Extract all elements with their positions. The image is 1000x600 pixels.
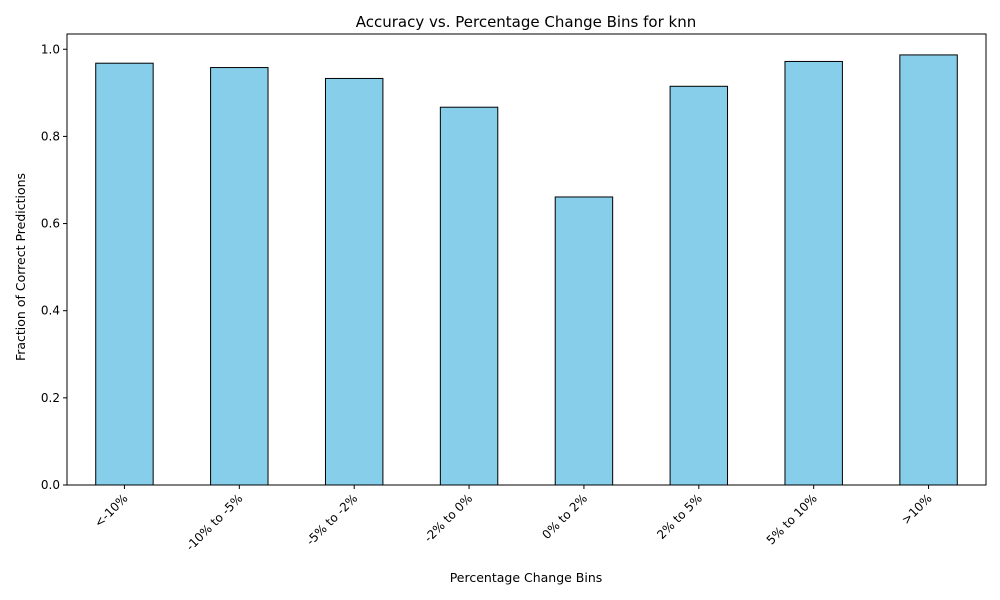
bar-7	[899, 54, 958, 486]
x-tick-label: <-10%	[92, 491, 131, 530]
y-axis: 0.0 0.2 0.4 0.6 0.8 1.0	[41, 42, 67, 492]
bar-0	[95, 62, 154, 486]
bar-6	[784, 60, 843, 486]
y-tick-label: 0.8	[41, 129, 60, 143]
y-tick-label: 0.0	[41, 478, 60, 492]
x-tick-label: 0% to 2%	[539, 491, 590, 542]
x-tick-label: -10% to -5%	[183, 491, 245, 553]
x-tick-label: -5% to -2%	[303, 491, 360, 548]
plot-frame	[66, 33, 987, 486]
bar-2	[324, 77, 384, 486]
bar-4	[554, 196, 614, 486]
x-tick-label: 5% to 10%	[764, 491, 820, 547]
y-tick-label: 0.4	[41, 304, 60, 318]
y-tick-label: 0.2	[41, 391, 60, 405]
bar-1	[210, 67, 269, 486]
y-tick-label: 1.0	[41, 42, 60, 56]
x-axis: <-10% -10% to -5% -5% to -2% -2% to 0% 0% to…	[92, 485, 935, 553]
x-tick-label: >10%	[899, 491, 935, 527]
y-tick-label: 0.6	[41, 217, 60, 231]
x-tick-label: -2% to 0%	[421, 491, 475, 545]
bars-group	[95, 54, 958, 486]
chart-title: Accuracy vs. Percentage Change Bins for …	[356, 13, 696, 31]
x-tick-label: 2% to 5%	[654, 491, 705, 542]
bar-3	[439, 106, 499, 486]
y-axis-title: Fraction of Correct Predictions	[13, 173, 28, 361]
bar-5	[669, 85, 729, 486]
x-axis-title: Percentage Change Bins	[450, 570, 603, 585]
